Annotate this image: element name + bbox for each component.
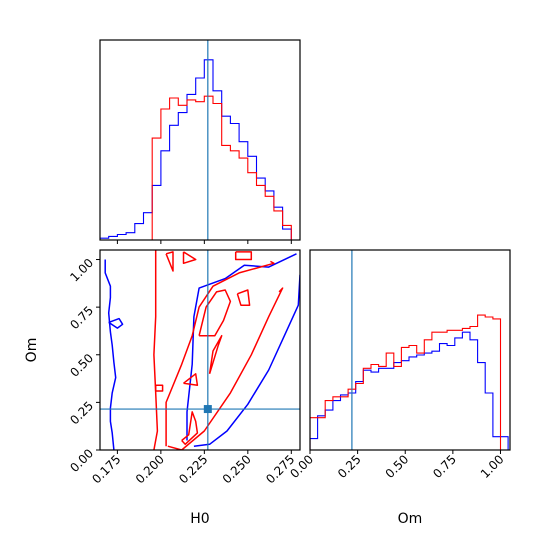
h0-histogram-panel — [99, 39, 301, 244]
contour-red-11 — [234, 251, 253, 261]
contour-red-10 — [236, 289, 251, 306]
contour-blue-3 — [193, 274, 300, 447]
tick-label: 0.225 — [176, 452, 210, 486]
tick-label: 0.75 — [67, 303, 96, 332]
om-histogram-red — [310, 314, 509, 450]
contour-series — [104, 250, 300, 450]
contour-red-0 — [153, 250, 159, 450]
tick-label: 0.25 — [67, 399, 96, 428]
contour-red-5 — [167, 287, 284, 450]
tick-label: 0.50 — [67, 351, 96, 380]
contour-red-8 — [208, 334, 223, 375]
tick-label: 1.00 — [67, 256, 96, 285]
tick-label: 0.200 — [133, 452, 167, 486]
contour-blue-1 — [108, 317, 124, 329]
contour-red-6 — [181, 411, 199, 446]
contour-red-1 — [165, 251, 174, 272]
tick-label: 1.00 — [478, 452, 507, 481]
h0-histogram-red — [100, 95, 300, 240]
om-histogram-axis-label: Om — [398, 511, 423, 527]
h0-om-contour-panel: 0.175 0.200 0.225 0.250 0.275 0.000.250.500.… — [24, 249, 301, 527]
contour-red-9 — [198, 289, 232, 337]
tick-label: 0.75 — [430, 452, 459, 481]
h0-histogram-ticks — [116, 240, 292, 244]
contour-blue-0 — [104, 259, 117, 450]
om-axis-label: Om — [24, 338, 40, 363]
om-histogram-panel: 0.00 0.25 0.50 0.75 1.00 Om — [287, 249, 511, 527]
truth-marker — [203, 405, 212, 414]
om-histogram-ticks: 0.00 0.25 0.50 0.75 1.00 — [287, 450, 507, 481]
om-axis-ticks: 0.00 0.25 0.50 0.75 1.00 — [67, 256, 100, 475]
tick-label: 0.250 — [220, 452, 254, 486]
om-histogram-blue — [310, 331, 509, 450]
contour-red-2 — [182, 251, 197, 265]
contour-frame — [99, 249, 301, 451]
tick-label: 0.50 — [383, 452, 412, 481]
contour-red-3 — [154, 384, 164, 392]
om-histogram-series — [310, 314, 509, 450]
tick-label: 0.00 — [67, 446, 96, 475]
om-histogram-frame — [309, 249, 511, 451]
h0-histogram-blue — [100, 59, 300, 240]
h0-axis-ticks: 0.175 0.200 0.225 0.250 0.275 — [89, 450, 297, 486]
contour-red-7 — [183, 373, 199, 386]
h0-histogram-series — [100, 59, 300, 240]
contour-red-4 — [165, 260, 275, 447]
h0-axis-label: H0 — [190, 511, 209, 527]
tick-label: 0.25 — [335, 452, 364, 481]
h0-histogram-frame — [99, 39, 301, 241]
